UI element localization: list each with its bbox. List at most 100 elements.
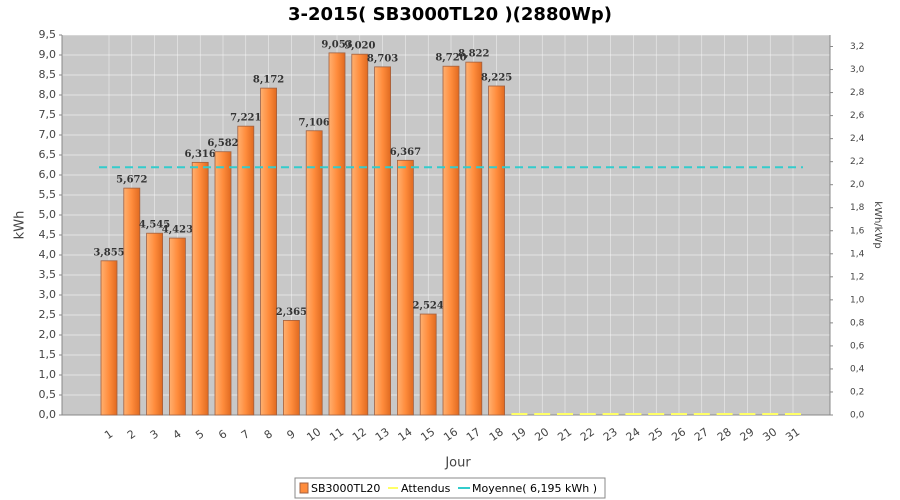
y-tick-label: 8,5 [39, 68, 57, 81]
y-tick-label: 8,0 [39, 88, 57, 101]
x-tick-label: 27 [692, 425, 711, 444]
y-tick-label: 4,5 [39, 228, 57, 241]
y2-tick-label: 3,2 [850, 42, 864, 52]
x-tick-label: 18 [487, 425, 506, 444]
y2-tick-label: 1,4 [850, 249, 865, 259]
value-label: 6,582 [207, 138, 238, 149]
value-label: 5,672 [116, 175, 147, 186]
x-tick-label: 7 [239, 427, 252, 442]
value-label: 8,172 [253, 75, 284, 86]
y2-tick-label: 0,8 [850, 318, 865, 328]
value-label: 9,020 [344, 41, 375, 52]
x-tick-label: 2 [125, 427, 138, 442]
bar [100, 260, 118, 416]
value-label: 7,221 [230, 113, 261, 124]
value-label: 2,524 [413, 301, 444, 312]
x-tick-label: 8 [262, 427, 275, 442]
x-tick-label: 1 [102, 427, 115, 442]
bar [351, 53, 369, 416]
bar [123, 187, 141, 416]
y2-tick-label: 3,0 [850, 65, 865, 75]
y2-tick-label: 2,2 [850, 157, 864, 167]
x-tick-label: 21 [555, 425, 574, 444]
y2-tick-label: 1,2 [850, 272, 864, 282]
legend-label: SB3000TL20 [311, 482, 380, 495]
y2-tick-label: 2,6 [850, 111, 865, 121]
x-tick-label: 28 [715, 425, 734, 444]
x-tick-label: 29 [738, 425, 757, 444]
bar [214, 151, 232, 416]
value-label: 8,225 [481, 73, 512, 84]
y-tick-label: 5,0 [39, 208, 57, 221]
x-tick-label: 3 [148, 427, 161, 442]
y2-tick-label: 1,8 [850, 203, 865, 213]
y2-tick-label: 2,0 [850, 180, 865, 190]
legend-swatch [299, 482, 309, 494]
y-tick-label: 3,0 [39, 288, 57, 301]
y-tick-label: 0,0 [39, 408, 57, 421]
x-tick-label: 6 [216, 427, 229, 442]
x-tick-label: 25 [646, 425, 665, 444]
x-tick-label: 26 [669, 425, 688, 444]
y2-tick-label: 1,6 [850, 226, 865, 236]
legend-label: Moyenne( 6,195 kWh ) [472, 482, 597, 495]
legend-label: Attendus [401, 482, 451, 495]
legend [294, 477, 606, 499]
y2-tick-label: 2,8 [850, 88, 865, 98]
x-tick-label: 24 [624, 425, 643, 444]
bar [396, 159, 414, 416]
bar [328, 52, 346, 416]
x-tick-label: 23 [601, 425, 620, 444]
y-axis-label: kWh [13, 211, 28, 240]
y-tick-label: 2,5 [39, 308, 57, 321]
bar [374, 66, 392, 416]
y2-axis-label: kWh/kWp [872, 201, 883, 248]
x-tick-label: 17 [464, 425, 483, 444]
bar [282, 319, 300, 416]
y2-tick-label: 0,4 [850, 364, 865, 374]
x-tick-label: 11 [327, 425, 346, 444]
x-tick-label: 19 [510, 425, 529, 444]
x-tick-label: 4 [171, 427, 184, 442]
y-tick-label: 1,0 [39, 368, 57, 381]
y-tick-label: 0,5 [39, 388, 57, 401]
value-label: 2,365 [276, 307, 307, 318]
value-label: 8,703 [367, 53, 398, 64]
y-tick-label: 5,5 [39, 188, 57, 201]
x-tick-label: 22 [578, 425, 597, 444]
x-tick-label: 12 [350, 425, 369, 444]
y2-tick-label: 1,0 [850, 295, 865, 305]
y-tick-label: 6,5 [39, 148, 57, 161]
value-label: 8,720 [435, 53, 466, 64]
y-tick-label: 9,0 [39, 48, 57, 61]
bar [465, 61, 483, 416]
x-tick-label: 15 [418, 425, 437, 444]
y-tick-label: 2,0 [39, 328, 57, 341]
y-tick-label: 3,5 [39, 268, 57, 281]
y2-tick-label: 0,6 [850, 341, 865, 351]
y-tick-label: 6,0 [39, 168, 57, 181]
x-tick-label: 31 [783, 425, 802, 444]
bar [237, 125, 255, 416]
x-tick-label: 20 [532, 425, 551, 444]
value-label: 8,822 [458, 49, 489, 60]
x-tick-label: 16 [441, 425, 460, 444]
bar [419, 313, 437, 416]
x-tick-label: 10 [304, 425, 323, 444]
x-axis-label: Jour [444, 456, 471, 471]
y2-tick-label: 0,2 [850, 387, 864, 397]
y2-tick-label: 0,0 [850, 411, 865, 421]
value-label: 4,423 [162, 225, 193, 236]
y-tick-label: 7,5 [39, 108, 57, 121]
x-tick-label: 14 [396, 425, 415, 444]
bar [191, 161, 209, 416]
y-tick-label: 9,5 [39, 28, 57, 41]
value-label: 3,855 [93, 247, 124, 258]
value-label: 6,316 [185, 149, 216, 160]
bar [260, 87, 278, 416]
bar [305, 130, 323, 416]
chart-title: 3-2015( SB3000TL20 )(2880Wp) [288, 4, 612, 25]
x-tick-label: 9 [285, 427, 298, 442]
x-tick-label: 5 [193, 427, 206, 442]
